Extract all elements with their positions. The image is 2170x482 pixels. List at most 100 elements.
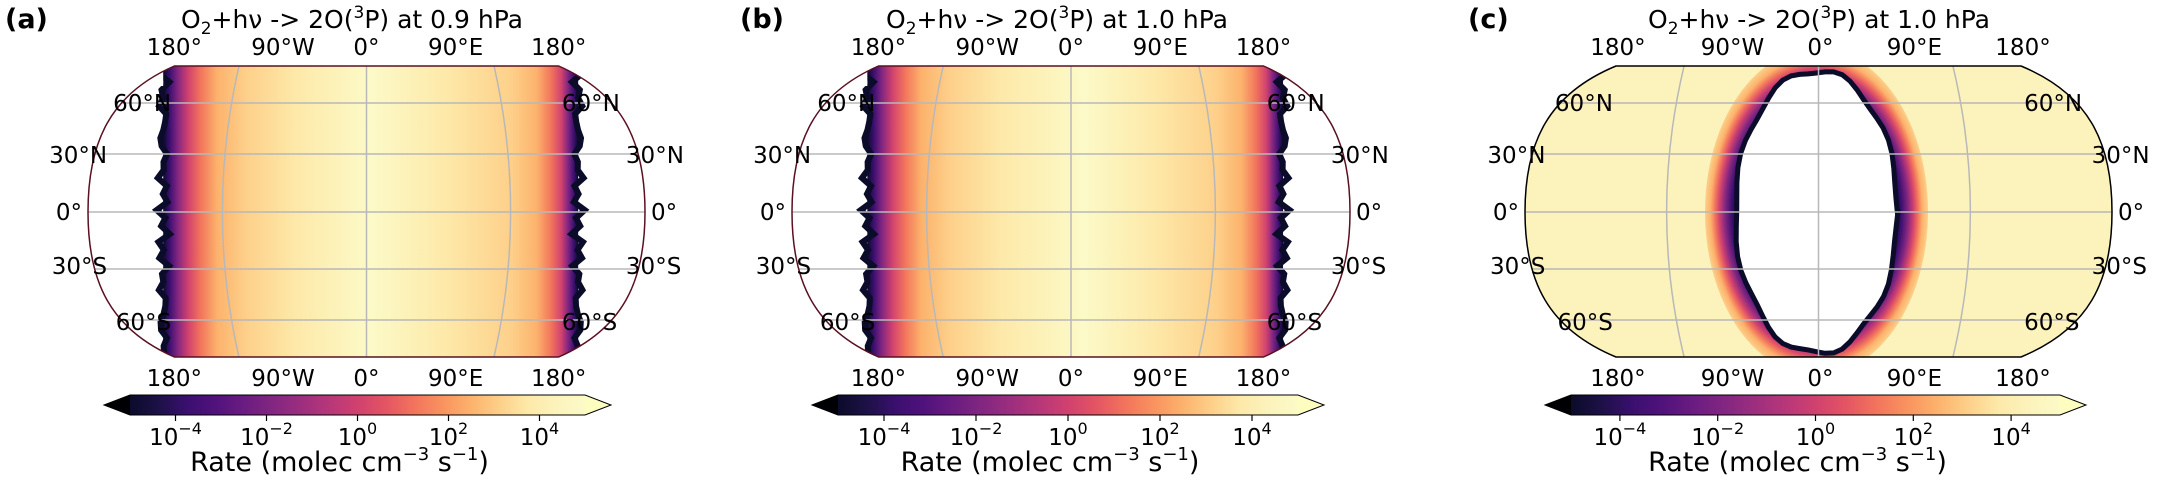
text-part: 10 <box>950 425 979 451</box>
text-part: 10 <box>858 425 887 451</box>
text-part: 0 <box>367 419 377 438</box>
lon-tick-top: 180° <box>147 35 202 61</box>
map-field <box>792 66 1350 357</box>
text-part: 10 <box>1593 425 1622 451</box>
text-part: −4 <box>178 419 202 438</box>
lat-tick-right: 60°N <box>2024 91 2082 117</box>
lon-gridline <box>925 66 944 357</box>
colorbar: 10−4 10−2 100 102 104 <box>102 394 613 451</box>
panel-label: (b) <box>740 4 784 35</box>
text-part: −3 <box>403 444 430 465</box>
lon-tick-top: 0° <box>1807 35 1833 61</box>
text-part: +hν -> 2O( <box>1679 5 1821 34</box>
text-part: −2 <box>269 419 293 438</box>
lat-tick-left: 60°S <box>1558 310 1613 336</box>
lon-tick-top: 90°W <box>956 35 1020 61</box>
lat-tick-left: 30°S <box>1490 254 1545 280</box>
panel-b: (b) O2+hν -> 2O(3P) at 1.0 hPa180°180°90°… <box>740 3 1389 478</box>
colorbar-bar <box>130 395 585 415</box>
panel-label: (a) <box>5 4 48 35</box>
text-part: 0 <box>1078 419 1088 438</box>
text-part: 3 <box>1058 3 1069 23</box>
colorbar-tick-label: 104 <box>1991 419 2030 451</box>
text-part: 10 <box>1991 425 2020 451</box>
lat-tick-right: 0° <box>1356 200 1382 226</box>
colorbar-extend-high <box>1298 395 1324 415</box>
map-outline <box>791 65 1351 358</box>
lon-tick-bottom: 180° <box>531 366 586 392</box>
panel-title: O2+hν -> 2O(3P) at 1.0 hPa <box>1648 3 1990 39</box>
colorbar-bar <box>1571 395 2060 415</box>
colorbar-tick-label: 10−2 <box>1691 419 1744 451</box>
colorbar-bar <box>838 395 1298 415</box>
lon-tick-top: 0° <box>353 35 379 61</box>
text-part: 10 <box>338 425 367 451</box>
text-part: 3 <box>1820 3 1831 23</box>
lat-tick-right: 60°N <box>562 91 620 117</box>
lon-tick-top: 180° <box>531 35 586 61</box>
colorbar-tick-label: 102 <box>1894 419 1933 451</box>
text-part: 2 <box>1923 419 1933 438</box>
colorbar-tick-label: 10−4 <box>1593 419 1646 451</box>
lon-tick-bottom: 90°W <box>956 366 1020 392</box>
lat-tick-left: 30°S <box>756 254 811 280</box>
text-part: −4 <box>887 419 911 438</box>
map-outline <box>87 65 646 358</box>
text-part: Rate (molec cm <box>190 447 403 478</box>
lon-tick-top: 180° <box>1236 35 1291 61</box>
colorbar-label: Rate (molec cm−3 s−1) <box>901 444 1200 478</box>
lat-tick-right: 0° <box>651 200 677 226</box>
panel-title: O2+hν -> 2O(3P) at 0.9 hPa <box>181 3 523 39</box>
text-part: ) <box>478 447 489 478</box>
lon-tick-top: 90°E <box>1887 35 1942 61</box>
colorbar-label: Rate (molec cm−3 s−1) <box>1648 444 1947 478</box>
text-part: 2 <box>1170 419 1180 438</box>
lon-tick-bottom: 90°E <box>1887 366 1942 392</box>
text-part: 2 <box>906 19 917 39</box>
lat-tick-right: 30°S <box>1331 254 1386 280</box>
text-part: 10 <box>520 425 549 451</box>
lon-tick-top: 180° <box>1590 35 1645 61</box>
text-part: 10 <box>429 425 458 451</box>
colorbar-tick-label: 104 <box>1232 419 1271 451</box>
panel-title: O2+hν -> 2O(3P) at 1.0 hPa <box>886 3 1228 39</box>
colorbar-frame <box>810 394 1326 416</box>
text-part: O <box>181 5 201 34</box>
text-part: −1 <box>452 444 479 465</box>
lat-tick-right: 30°S <box>2092 254 2147 280</box>
text-part: 10 <box>1232 425 1261 451</box>
terminator-left <box>856 66 879 355</box>
lon-tick-top: 180° <box>851 35 906 61</box>
colorbar-frame <box>1543 394 2088 416</box>
lon-gridline <box>1665 66 1685 357</box>
lon-tick-top: 90°E <box>1133 35 1188 61</box>
text-part: 4 <box>2021 419 2031 438</box>
colorbar-tick-label: 102 <box>429 419 468 451</box>
colorbar-tick-label: 10−2 <box>240 419 293 451</box>
text-part: 4 <box>549 419 559 438</box>
lat-tick-right: 0° <box>2118 200 2144 226</box>
lon-tick-top: 90°W <box>251 35 315 61</box>
colorbar-tick-label: 100 <box>1048 419 1087 451</box>
lat-tick-left: 60°N <box>1555 91 1613 117</box>
colorbar-tick-label: 100 <box>338 419 377 451</box>
lat-tick-left: 0° <box>760 200 786 226</box>
lon-tick-bottom: 180° <box>1995 366 2050 392</box>
lon-gridline <box>1952 66 1972 357</box>
polar-gap <box>143 66 164 86</box>
terminator-right <box>566 66 590 355</box>
text-part: 10 <box>1796 425 1825 451</box>
colorbar-tick-label: 102 <box>1140 419 1179 451</box>
lon-gridline <box>493 66 512 357</box>
panel-c: (c) O2+hν -> 2O(3P) at 1.0 hPa180°180°90°… <box>1468 3 2150 478</box>
lon-tick-top: 0° <box>1058 35 1084 61</box>
lon-tick-bottom: 180° <box>147 366 202 392</box>
lon-tick-bottom: 90°E <box>428 366 483 392</box>
text-part: 10 <box>1894 425 1923 451</box>
text-part: −4 <box>1623 419 1647 438</box>
colorbar: 10−4 10−2 100 102 104 <box>810 394 1326 451</box>
polar-gap <box>847 66 868 86</box>
text-part: s <box>1887 447 1910 478</box>
text-part: ) <box>1189 447 1200 478</box>
